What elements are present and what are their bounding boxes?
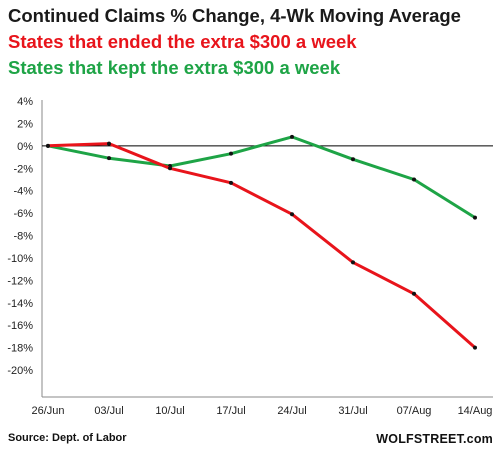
x-tick-label: 03/Jul <box>94 405 123 417</box>
source-note: Source: Dept. of Labor <box>8 432 127 444</box>
x-tick-label: 07/Aug <box>397 405 432 417</box>
data-point-ended <box>412 291 416 296</box>
x-tick-label: 26/Jun <box>31 405 64 417</box>
y-tick-label: -18% <box>7 343 33 355</box>
data-point-kept <box>351 157 355 162</box>
y-tick-label: 4% <box>17 96 33 108</box>
x-tick-label: 10/Jul <box>155 405 184 417</box>
legend-red-series: States that ended the extra $300 a week <box>8 31 357 52</box>
x-tick-labels: 26/Jun 03/Jul 10/Jul 17/Jul 24/Jul 31/Jul 07/A… <box>31 405 492 417</box>
y-tick-label: 0% <box>17 141 33 153</box>
y-tick-label: -14% <box>7 298 33 310</box>
y-tick-label: -12% <box>7 275 33 287</box>
x-tick-label: 17/Jul <box>216 405 245 417</box>
x-tick-label: 31/Jul <box>338 405 367 417</box>
series-line-kept <box>46 135 477 220</box>
series-line-ended <box>46 142 477 350</box>
data-point-ended <box>473 345 477 350</box>
data-point-ended <box>168 166 172 171</box>
data-point-kept <box>229 151 233 156</box>
legend-green-series: States that kept the extra $300 a week <box>8 57 341 78</box>
x-tick-label: 24/Jul <box>277 405 306 417</box>
y-tick-label: -6% <box>13 208 33 220</box>
y-tick-label: -16% <box>7 320 33 332</box>
brand-logo-text: WOLFSTREET.com <box>376 432 493 446</box>
data-point-ended <box>229 180 233 185</box>
data-point-kept <box>290 134 294 139</box>
y-tick-label: -20% <box>7 365 33 377</box>
y-tick-label: -8% <box>13 231 33 243</box>
y-tick-label: -2% <box>13 163 33 175</box>
x-tick-label: 14/Aug <box>458 405 493 417</box>
data-point-ended <box>351 260 355 265</box>
y-tick-label: -10% <box>7 253 33 265</box>
y-tick-label: -4% <box>13 186 33 198</box>
y-tick-label: 2% <box>17 118 33 130</box>
chart-title: Continued Claims % Change, 4-Wk Moving A… <box>8 5 461 26</box>
data-point-kept <box>473 215 477 220</box>
series-layer <box>46 134 477 350</box>
data-point-kept <box>107 156 111 161</box>
data-point-kept <box>412 177 416 182</box>
data-point-ended <box>46 143 50 148</box>
data-point-ended <box>107 141 111 146</box>
y-tick-labels: 4% 2% 0% -2% -4% -6% -8% -10% -12% -14% -16% -18% -2… <box>7 96 33 377</box>
data-point-ended <box>290 212 294 217</box>
